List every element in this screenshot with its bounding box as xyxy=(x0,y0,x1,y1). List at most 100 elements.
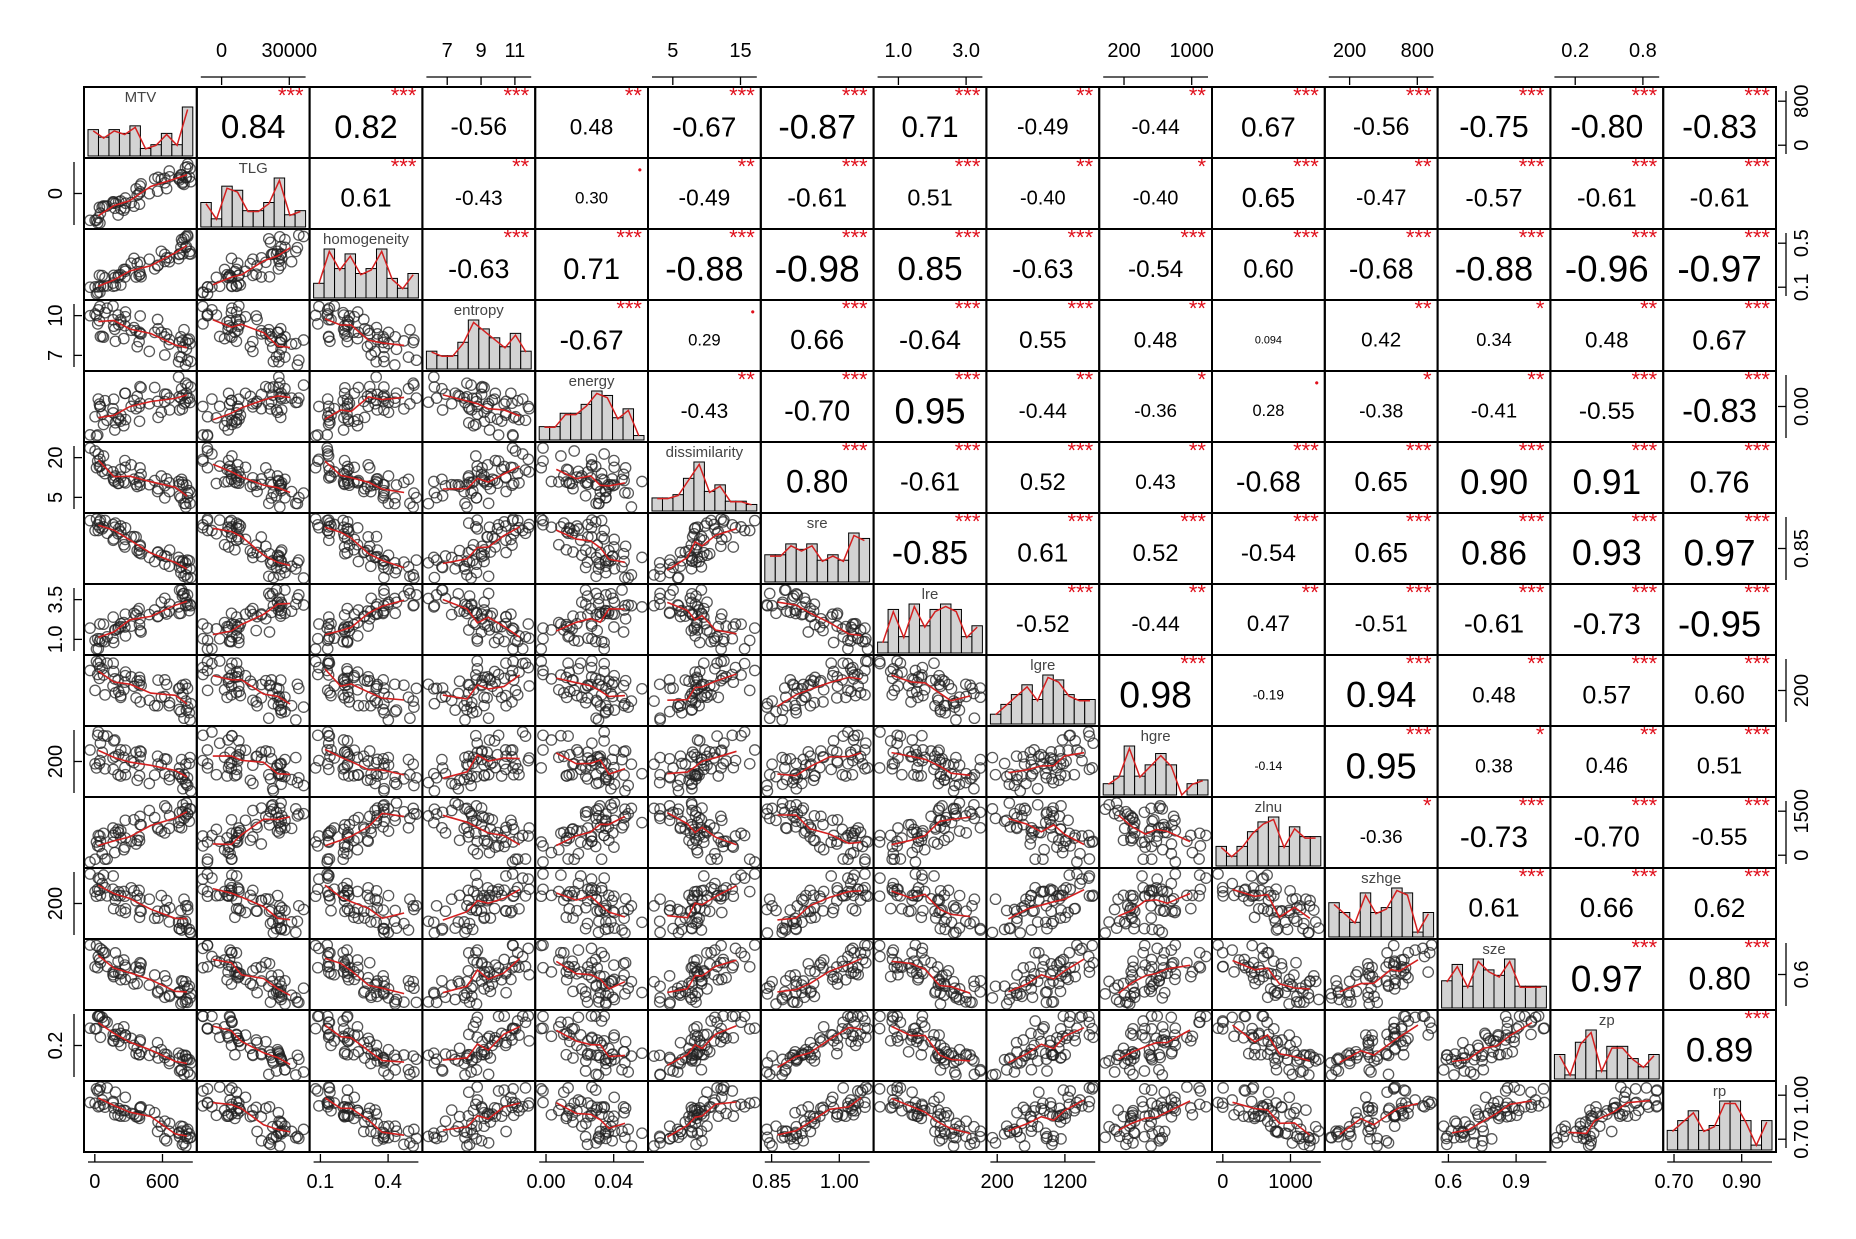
scatter-point xyxy=(112,768,124,781)
scatter-point xyxy=(378,815,390,828)
scatter-point xyxy=(684,592,697,605)
scatter-point xyxy=(516,872,529,884)
scatter-point xyxy=(388,497,401,510)
scatter-point xyxy=(213,835,226,848)
corr-value: -0.44 xyxy=(1019,400,1068,423)
scatter-point xyxy=(653,776,666,789)
scatter-point xyxy=(232,277,245,289)
scatter-point xyxy=(230,306,243,318)
scatter-point xyxy=(617,746,630,758)
scatter-point xyxy=(735,521,747,533)
significance-stars: ** xyxy=(1527,367,1545,392)
scatter-point xyxy=(324,894,336,906)
scatter-point xyxy=(1156,926,1169,939)
scatter-point xyxy=(84,744,96,756)
scatter-point xyxy=(89,410,101,423)
scatter-point xyxy=(152,674,164,686)
scatter-point xyxy=(92,448,105,460)
scatter-point xyxy=(618,474,630,487)
scatter-point xyxy=(389,566,402,579)
scatter-point xyxy=(809,911,821,924)
corr-value: 0.51 xyxy=(907,185,952,211)
scatter-point xyxy=(519,853,532,865)
scatter-point xyxy=(338,387,351,400)
corr-value: 0.71 xyxy=(563,253,620,286)
scatter-point xyxy=(1083,730,1096,742)
scatter-point xyxy=(1039,767,1052,780)
scatter-point xyxy=(602,889,615,902)
scatter-point xyxy=(917,904,929,917)
scatter-point xyxy=(887,877,900,890)
scatter-point xyxy=(1194,840,1207,852)
histogram-bar xyxy=(1309,836,1322,867)
scatter-point xyxy=(311,455,324,467)
scatter-point xyxy=(671,779,684,792)
scatter-point xyxy=(600,916,612,928)
scatter-point xyxy=(545,673,558,685)
scatter-point xyxy=(408,779,420,792)
scatter-point xyxy=(175,924,188,936)
scatter-point xyxy=(591,750,604,763)
histogram-bar xyxy=(887,608,900,654)
scatter-point xyxy=(84,622,96,634)
scatter-point xyxy=(478,543,491,556)
scatter-point xyxy=(469,618,482,631)
density-line xyxy=(431,321,527,358)
scatter-point xyxy=(851,840,864,852)
scatter-point xyxy=(143,893,156,906)
scatter-point xyxy=(230,263,243,276)
scatter-point xyxy=(1060,881,1072,894)
significance-stars: * xyxy=(1536,722,1545,747)
scatter-point xyxy=(101,730,113,742)
significance-stars: ** xyxy=(1640,722,1658,747)
scatter-point xyxy=(246,471,259,484)
scatter-point xyxy=(90,890,103,903)
scatter-point xyxy=(226,853,238,865)
scatter-point xyxy=(509,445,522,457)
scatter-point xyxy=(684,767,697,780)
scatter-point xyxy=(439,827,452,839)
scatter-point xyxy=(1011,916,1023,928)
scatter-point xyxy=(158,349,171,361)
scatter-point xyxy=(338,541,351,553)
scatter-point xyxy=(436,762,449,774)
corr-value: -0.73 xyxy=(1460,821,1528,854)
scatter-point xyxy=(462,894,475,906)
scatter-point xyxy=(135,679,147,692)
density-line xyxy=(1107,746,1204,797)
scatter-point xyxy=(93,269,106,282)
scatter-point xyxy=(590,804,603,817)
scatter-point xyxy=(780,605,793,618)
scatter-point xyxy=(263,905,276,918)
corr-value: -0.70 xyxy=(784,396,850,428)
scatter-point xyxy=(107,393,120,406)
scatter-point xyxy=(341,877,353,890)
scatter-point xyxy=(910,685,923,698)
scatter-point xyxy=(213,632,226,645)
scatter-point xyxy=(225,306,238,319)
scatter-point xyxy=(158,172,171,185)
scatter-point xyxy=(589,884,602,897)
smooth-line xyxy=(667,673,737,701)
scatter-point xyxy=(1056,734,1069,746)
scatter-point xyxy=(500,546,512,559)
scatter-panel xyxy=(196,513,310,584)
scatter-point xyxy=(827,829,840,842)
scatter-point xyxy=(222,676,235,689)
scatter-point xyxy=(874,872,886,884)
scatter-point xyxy=(363,380,376,393)
scatter-point xyxy=(109,826,122,839)
scatter-point xyxy=(788,805,800,818)
scatter-point xyxy=(902,819,915,831)
scatter-point xyxy=(916,669,928,681)
scatter-point xyxy=(377,904,390,916)
scatter-point xyxy=(545,475,558,488)
scatter-point xyxy=(500,485,512,498)
scatter-point xyxy=(148,912,161,925)
scatter-point xyxy=(1151,873,1164,885)
scatter-point xyxy=(1046,805,1058,818)
scatter-point xyxy=(505,387,517,400)
scatter-point xyxy=(537,856,549,868)
scatter-point xyxy=(362,755,375,767)
scatter-point xyxy=(1271,905,1284,918)
